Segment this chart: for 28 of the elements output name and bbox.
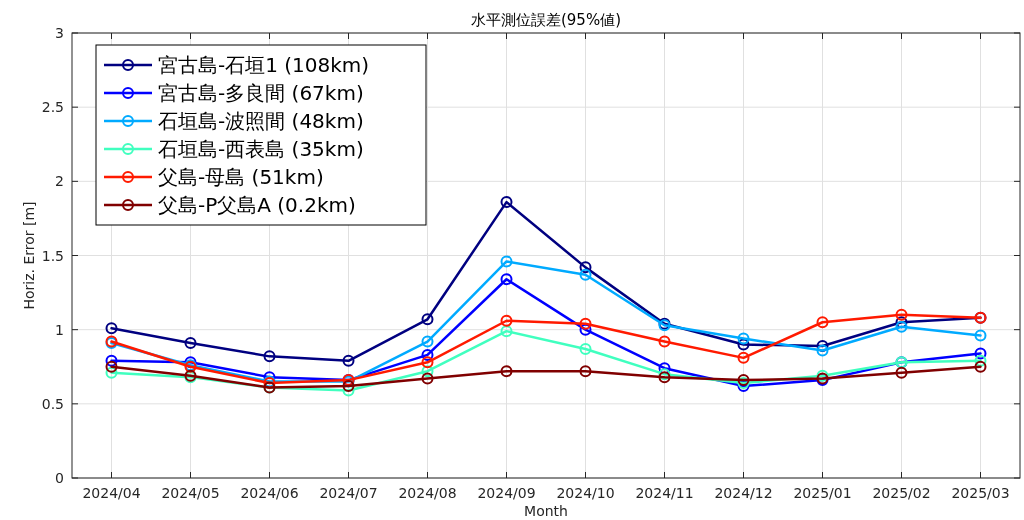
x-tick-label: 2024/08 <box>398 485 457 501</box>
legend-label: 石垣島-西表島 (35km) <box>158 137 364 161</box>
y-tick-label: 2.5 <box>41 99 64 116</box>
y-tick-label: 0.5 <box>41 395 64 412</box>
y-tick-label: 2 <box>55 173 64 190</box>
y-axis-title: Horiz. Error [m] <box>21 201 37 310</box>
x-tick-label: 2025/03 <box>951 485 1010 501</box>
x-tick-label: 2025/01 <box>793 485 852 501</box>
legend-label: 父島-P父島A (0.2km) <box>158 193 356 217</box>
y-tick-label: 3 <box>55 25 64 41</box>
legend-label: 父島-母島 (51km) <box>158 165 324 189</box>
x-tick-label: 2024/09 <box>477 485 536 501</box>
legend-label: 石垣島-波照間 (48km) <box>158 109 364 133</box>
y-tick-label: 0 <box>55 470 64 486</box>
x-tick-label: 2024/05 <box>161 485 220 501</box>
x-axis-title: Month <box>524 503 568 519</box>
x-tick-label: 2024/06 <box>240 485 299 501</box>
x-tick-label: 2024/07 <box>319 485 378 501</box>
y-tick-label: 1.5 <box>41 247 64 264</box>
legend-label: 宮古島-石垣1 (108km) <box>158 53 370 77</box>
x-tick-label: 2024/12 <box>714 485 773 501</box>
y-tick-label: 1 <box>55 321 64 338</box>
chart-title: 水平測位誤差(95%値) <box>470 11 622 29</box>
legend-label: 宮古島-多良間 (67km) <box>158 81 364 105</box>
x-tick-label: 2024/10 <box>556 485 615 501</box>
x-tick-label: 2025/02 <box>872 485 931 501</box>
x-tick-label: 2024/11 <box>635 485 694 501</box>
x-tick-label: 2024/04 <box>82 485 141 501</box>
